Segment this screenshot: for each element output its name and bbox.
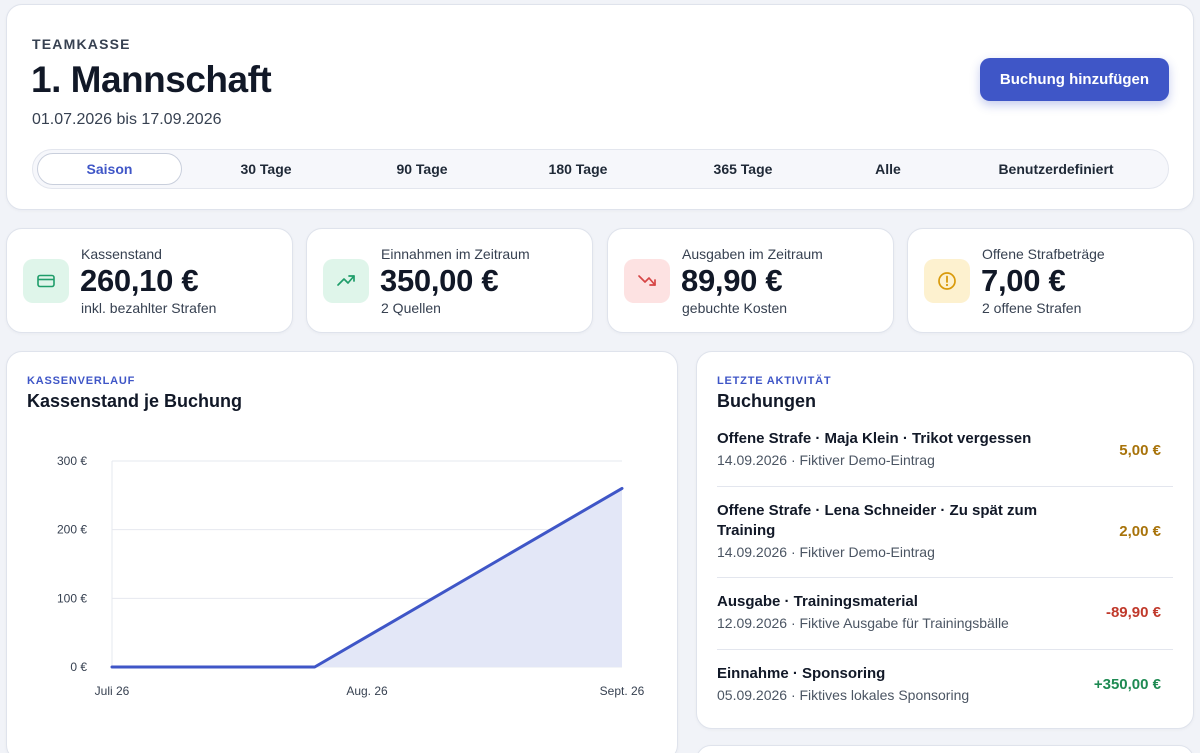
kpi-value: 350,00 € xyxy=(380,263,499,298)
tab-benutzerdefiniert[interactable]: Benutzerdefiniert xyxy=(998,161,1114,177)
kpi-label: Offene Strafbeträge xyxy=(982,246,1105,262)
tab-saison[interactable]: Saison xyxy=(37,153,182,185)
kpi-card-kassenstand: Kassenstand 260,10 € inkl. bezahlter Str… xyxy=(6,228,293,333)
activity-item-meta: 12.09.2026 · Fiktive Ausgabe für Trainin… xyxy=(717,615,1009,631)
divider xyxy=(717,649,1173,650)
activity-item-title: Offene Strafe · Maja Klein · Trikot verg… xyxy=(717,430,1032,447)
kpi-sub: gebuchte Kosten xyxy=(682,300,788,316)
kpi-label: Kassenstand xyxy=(81,246,162,262)
y-tick-label: 0 € xyxy=(70,660,87,674)
tab-365-tage[interactable]: 365 Tage xyxy=(713,161,773,177)
chart-eyebrow: KASSENVERLAUF xyxy=(27,375,136,387)
activity-item-amount: 5,00 € xyxy=(1119,442,1161,459)
kpi-card-ausgaben: Ausgaben im Zeitraum 89,90 € gebuchte Ko… xyxy=(607,228,894,333)
alert-circle-icon xyxy=(924,259,970,303)
credit-card-icon xyxy=(23,259,69,303)
kpi-label: Ausgaben im Zeitraum xyxy=(682,246,823,262)
date-range: 01.07.2026 bis 17.09.2026 xyxy=(32,111,222,128)
kpi-card-einnahmen: Einnahmen im Zeitraum 350,00 € 2 Quellen xyxy=(306,228,593,333)
y-tick-label: 200 € xyxy=(57,523,87,537)
activity-item-title: Ausgabe · Trainingsmaterial xyxy=(717,593,918,610)
kpi-value: 260,10 € xyxy=(80,263,199,298)
activity-item-amount: +350,00 € xyxy=(1093,676,1161,693)
activity-item-meta: 14.09.2026 · Fiktiver Demo-Eintrag xyxy=(717,544,935,560)
activity-eyebrow: LETZTE AKTIVITÄT xyxy=(717,375,832,387)
header-card: TEAMKASSE 1. Mannschaft 01.07.2026 bis 1… xyxy=(6,4,1194,210)
y-tick-label: 300 € xyxy=(57,454,87,468)
divider xyxy=(717,486,1173,487)
app-eyebrow: TEAMKASSE xyxy=(32,36,131,52)
activity-item[interactable]: Offene Strafe · Maja Klein · Trikot verg… xyxy=(717,429,1173,468)
trending-up-icon xyxy=(323,259,369,303)
activity-item-title: Offene Strafe · Lena Schneider · Zu spät… xyxy=(717,502,1038,539)
kpi-value: 7,00 € xyxy=(981,263,1066,298)
activity-item[interactable]: Einnahme · Sponsoring 05.09.2026 · Fikti… xyxy=(717,664,1173,703)
page-title: 1. Mannschaft xyxy=(31,59,272,100)
next-card xyxy=(696,745,1194,753)
kpi-sub: 2 Quellen xyxy=(381,300,441,316)
series-line xyxy=(110,486,624,669)
kpi-value: 89,90 € xyxy=(681,263,783,298)
divider xyxy=(717,577,1173,578)
activity-item-amount: 2,00 € xyxy=(1119,523,1161,540)
activity-item-title: Einnahme · Sponsoring xyxy=(717,665,886,682)
activity-card: LETZTE AKTIVITÄT Buchungen Offene Strafe… xyxy=(696,351,1194,729)
activity-item-amount: -89,90 € xyxy=(1105,604,1161,621)
y-tick-label: 100 € xyxy=(57,591,87,605)
balance-chart: 0 € 100 € 200 € 300 € Juli 26 Aug. 26 Sept. 26 xyxy=(57,454,645,698)
x-tick-label: Juli 26 xyxy=(95,684,130,698)
x-tick-label: Sept. 26 xyxy=(600,684,645,698)
tab-90-tage[interactable]: 90 Tage xyxy=(396,161,448,177)
kpi-label: Einnahmen im Zeitraum xyxy=(381,246,530,262)
kpi-sub: inkl. bezahlter Strafen xyxy=(81,300,217,316)
tab-30-tage[interactable]: 30 Tage xyxy=(240,161,292,177)
kpi-card-offene-strafen: Offene Strafbeträge 7,00 € 2 offene Stra… xyxy=(907,228,1194,333)
range-tabs: Saison 30 Tage 90 Tage 180 Tage 365 Tage… xyxy=(32,149,1169,189)
activity-title: Buchungen xyxy=(717,391,816,411)
activity-item-meta: 05.09.2026 · Fiktives lokales Sponsoring xyxy=(717,687,970,703)
activity-item-meta: 14.09.2026 · Fiktiver Demo-Eintrag xyxy=(717,452,935,468)
x-tick-label: Aug. 26 xyxy=(346,684,388,698)
trending-down-icon xyxy=(624,259,670,303)
area-fill xyxy=(112,488,622,667)
tab-alle[interactable]: Alle xyxy=(875,161,901,177)
chart-title: Kassenstand je Buchung xyxy=(27,391,243,411)
kpi-sub: 2 offene Strafen xyxy=(982,300,1082,316)
chart-card: KASSENVERLAUF Kassenstand je Buchung 0 €… xyxy=(6,351,678,753)
activity-item[interactable]: Ausgabe · Trainingsmaterial 12.09.2026 ·… xyxy=(717,592,1173,631)
activity-item[interactable]: Offene Strafe · Lena Schneider · Zu spät… xyxy=(717,501,1173,560)
tab-180-tage[interactable]: 180 Tage xyxy=(548,161,608,177)
add-booking-button[interactable]: Buchung hinzufügen xyxy=(980,58,1169,101)
